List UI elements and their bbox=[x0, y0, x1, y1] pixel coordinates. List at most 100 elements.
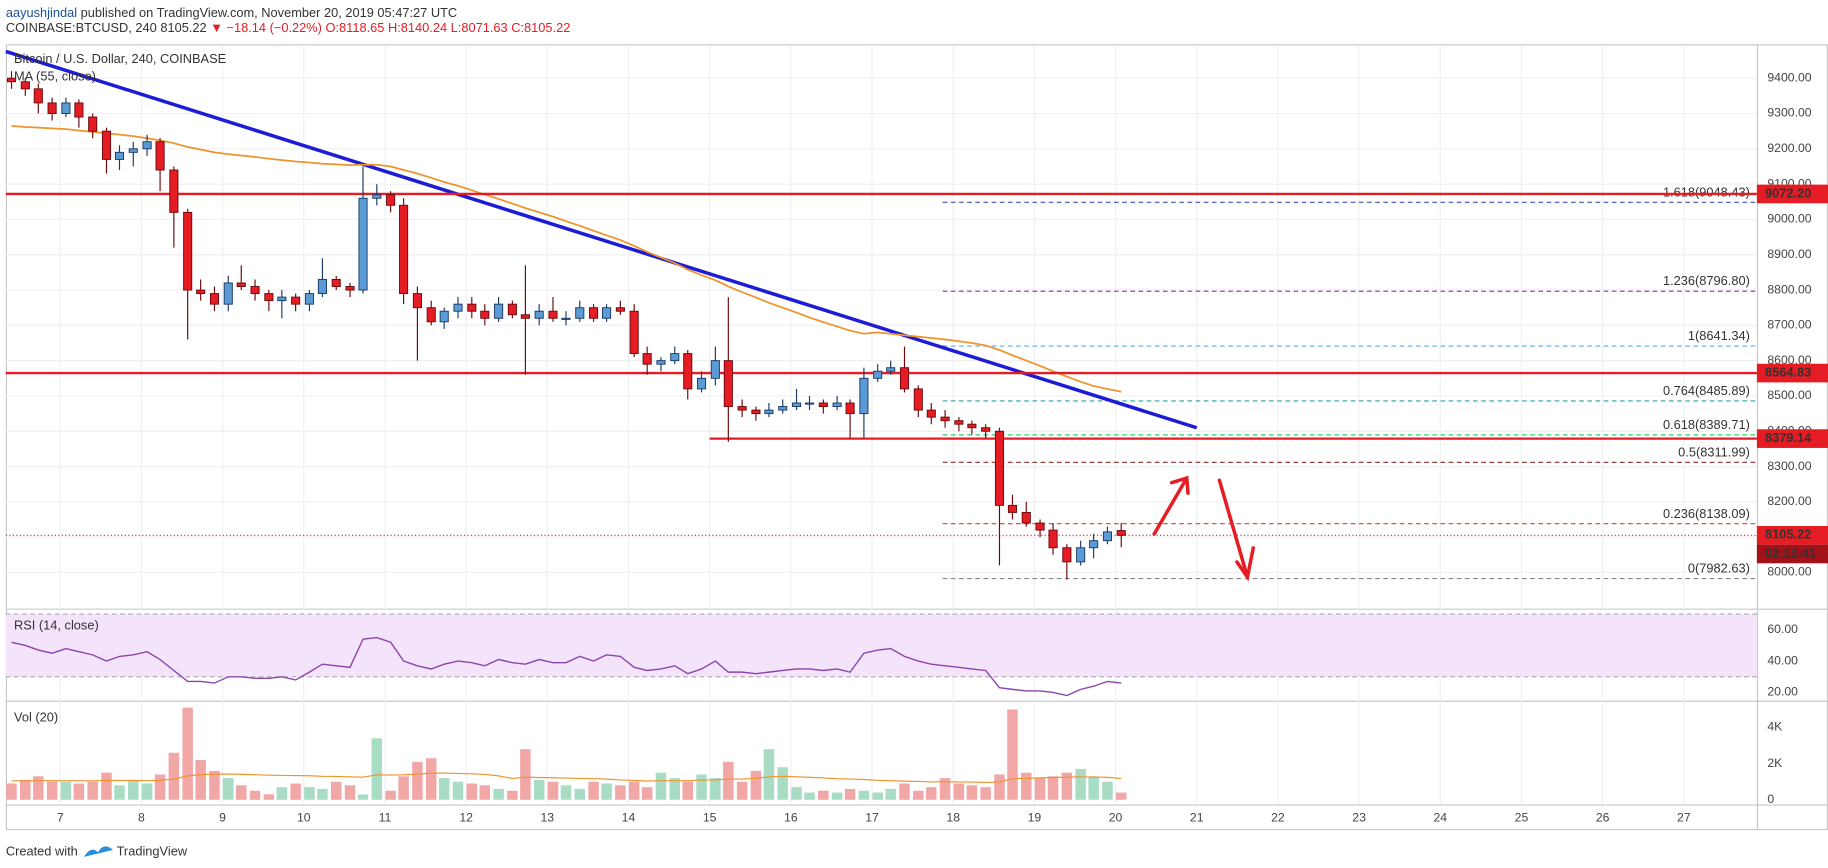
y-tick-label: 8200.00 bbox=[1767, 494, 1811, 508]
volume-bar bbox=[438, 778, 450, 800]
candle-body bbox=[1035, 522, 1045, 531]
rsi-tick-label: 20.00 bbox=[1767, 685, 1798, 699]
volume-bar bbox=[939, 778, 951, 800]
candle-body bbox=[899, 367, 910, 390]
arrow-down bbox=[1217, 478, 1250, 579]
candle-body bbox=[358, 197, 368, 291]
ma-line bbox=[11, 125, 1122, 393]
volume-bar bbox=[994, 774, 1005, 800]
candle-body bbox=[183, 211, 193, 291]
candle-body bbox=[845, 402, 855, 415]
y-tick-label: 9200.00 bbox=[1767, 141, 1811, 155]
x-tick-label: 19 bbox=[1028, 811, 1042, 825]
candle-body bbox=[575, 307, 585, 319]
candle-body bbox=[873, 370, 883, 379]
vol-title: Vol (20) bbox=[14, 710, 58, 725]
volume-bar bbox=[588, 781, 599, 800]
candle-body bbox=[804, 402, 815, 405]
volume-bar bbox=[926, 787, 937, 800]
candle-body bbox=[994, 430, 1005, 506]
volume-bar bbox=[330, 781, 342, 800]
candle-body bbox=[589, 307, 599, 319]
volume-bar bbox=[547, 781, 559, 800]
candle-body bbox=[602, 307, 612, 319]
volume-bar bbox=[223, 778, 234, 800]
candle-body bbox=[277, 296, 287, 302]
candle-body bbox=[33, 88, 43, 104]
fib-label: 1(8641.34) bbox=[1688, 328, 1750, 343]
candle-body bbox=[548, 310, 558, 319]
rsi-tick-label: 40.00 bbox=[1767, 653, 1798, 667]
arrow-up bbox=[1152, 476, 1189, 536]
candle-body bbox=[128, 148, 138, 153]
volume-bar bbox=[980, 787, 991, 800]
candle-body bbox=[642, 353, 652, 365]
author: aayushjindal bbox=[6, 5, 77, 20]
volume-bar bbox=[412, 761, 423, 800]
candle-body bbox=[981, 427, 991, 432]
candle-body bbox=[250, 286, 260, 295]
candle-body bbox=[142, 141, 152, 150]
footer-brand: TradingView bbox=[117, 844, 188, 859]
y-tick-label: 9400.00 bbox=[1767, 70, 1811, 84]
volume-bar bbox=[1075, 769, 1086, 800]
volume-bar bbox=[60, 781, 72, 800]
volume-bar bbox=[696, 774, 707, 800]
x-tick-label: 24 bbox=[1433, 811, 1447, 825]
volume-bar bbox=[844, 788, 856, 800]
volume-bar bbox=[182, 707, 193, 800]
candle-body bbox=[534, 310, 544, 319]
fib-label: 0.764(8485.89) bbox=[1663, 383, 1750, 398]
volume-bar bbox=[249, 790, 261, 800]
candle-body bbox=[345, 286, 355, 291]
volume-bar bbox=[574, 788, 586, 800]
x-tick-label: 25 bbox=[1515, 811, 1529, 825]
volume-bar bbox=[1007, 709, 1018, 800]
ohlc: O:8118.65 H:8140.24 L:8071.63 C:8105.22 bbox=[326, 21, 571, 36]
volume-bar bbox=[763, 749, 775, 800]
volume-bar bbox=[736, 781, 748, 800]
volume-bar bbox=[913, 790, 924, 800]
volume-bar bbox=[344, 785, 356, 800]
volume-bar bbox=[791, 787, 802, 800]
vol-tick-label: 2K bbox=[1767, 756, 1783, 770]
volume-bar bbox=[398, 776, 409, 800]
y-tick-label: 8700.00 bbox=[1767, 318, 1811, 332]
candle-body bbox=[561, 317, 571, 320]
volume-bar bbox=[154, 774, 166, 800]
x-tick-label: 9 bbox=[219, 811, 226, 825]
candle-body bbox=[926, 409, 936, 418]
fib-label: 0(7982.63) bbox=[1688, 561, 1750, 576]
volume-bar bbox=[831, 792, 843, 800]
volume-bar bbox=[141, 783, 153, 800]
x-tick-label: 10 bbox=[297, 811, 311, 825]
volume-bar bbox=[615, 785, 626, 800]
candle-body bbox=[832, 402, 842, 408]
candle-body bbox=[74, 102, 84, 118]
symbol-line: COINBASE:BTCUSD, 240 8105.22 ▼ −18.14 (−… bbox=[6, 21, 571, 36]
candle-body bbox=[291, 296, 301, 305]
vol-tick-label: 0 bbox=[1767, 792, 1774, 806]
volume-bar bbox=[128, 779, 139, 800]
candle-body bbox=[1116, 530, 1126, 536]
volume-bar bbox=[168, 752, 180, 800]
candle-body bbox=[1076, 547, 1086, 563]
candle-body bbox=[264, 293, 274, 302]
candle-body bbox=[1048, 529, 1058, 549]
candle-body bbox=[114, 151, 125, 160]
volume-bar bbox=[385, 790, 396, 800]
volume-bar bbox=[953, 783, 965, 800]
header-line: aayushjindal published on TradingView.co… bbox=[6, 5, 457, 20]
candle-body bbox=[61, 102, 71, 114]
volume-bar bbox=[357, 794, 369, 800]
volume-bar bbox=[858, 790, 870, 800]
volume-bar bbox=[20, 779, 31, 800]
volume-bar bbox=[628, 781, 640, 800]
candle-body bbox=[6, 77, 17, 83]
candle-body bbox=[331, 278, 341, 287]
y-tick-label: 8800.00 bbox=[1767, 282, 1811, 296]
volume-bar bbox=[750, 770, 762, 800]
candle-body bbox=[480, 310, 490, 319]
candle-body bbox=[386, 194, 396, 206]
